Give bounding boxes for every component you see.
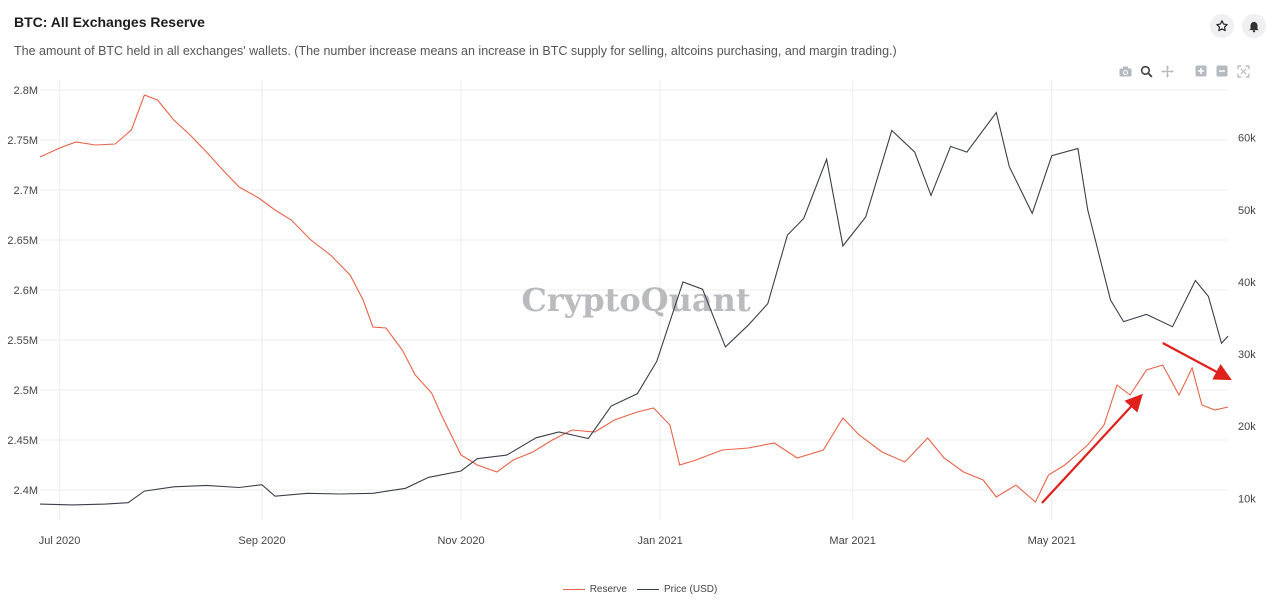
trend-arrow [1041,393,1143,504]
zoom-button[interactable] [1139,64,1153,78]
bell-icon [1249,21,1259,33]
camera-icon [1119,66,1131,76]
zoom-out-button[interactable] [1215,64,1229,78]
y-left-tick-label: 2.55M [7,335,38,347]
x-tick-label: Nov 2020 [437,535,484,547]
x-tick-label: Jan 2021 [637,535,682,547]
x-axis: Jul 2020 Sep 2020 Nov 2020 Jan 2021 Mar 2021… [39,535,1076,547]
x-tick-label: Jul 2020 [39,535,81,547]
y-right-axis: 10k 20k 30k 40k 50k 60k [1238,133,1256,506]
y-left-tick-label: 2.65M [7,235,38,247]
legend-swatch-reserve [562,589,585,590]
zoom-icon [1140,65,1153,78]
pan-icon [1161,65,1173,77]
price-series-line [39,111,1229,506]
autoscale-icon [1236,64,1250,78]
y-left-tick-label: 2.8M [14,85,38,97]
legend-label-price: Price (USD) [663,584,718,595]
top-actions [1210,14,1266,38]
trend-arrows [1041,342,1232,504]
alert-button[interactable] [1242,14,1266,38]
chart-subtitle: The amount of BTC held in all exchanges'… [14,44,897,58]
chart-modebar [1118,64,1250,78]
legend-item-reserve[interactable]: Reserve [562,584,627,595]
y-right-tick-label: 50k [1238,205,1256,217]
trend-arrow [1162,342,1232,381]
zoom-in-icon [1195,65,1207,77]
y-right-tick-label: 30k [1238,349,1256,361]
legend-swatch-price [636,589,659,590]
watermark-text: CryptoQuant [521,281,751,319]
legend-label-reserve: Reserve [589,584,627,595]
y-right-tick-label: 10k [1238,493,1256,505]
y-left-tick-label: 2.75M [7,135,38,147]
y-left-axis: 2.4M 2.45M 2.5M 2.55M 2.6M 2.65M 2.7M 2.75M 2.8M [7,85,38,497]
x-tick-label: Sep 2020 [238,535,285,547]
chart-legend: Reserve Price (USD) [0,584,1280,595]
star-icon [1216,20,1228,32]
legend-item-price[interactable]: Price (USD) [636,584,718,595]
y-left-tick-label: 2.7M [14,185,38,197]
reserve-series-line [39,94,1229,503]
zoom-out-icon [1216,65,1228,77]
chart-plot[interactable]: CryptoQuant 2.4M2.45M2.5M2.55M2.6M2.65M2… [0,0,1280,584]
chart-title: BTC: All Exchanges Reserve [14,14,205,30]
x-tick-label: Mar 2021 [829,535,875,547]
y-right-tick-label: 20k [1238,421,1256,433]
y-right-tick-label: 40k [1238,277,1256,289]
grid-lines [40,80,1228,520]
zoom-in-button[interactable] [1194,64,1208,78]
pan-button[interactable] [1160,64,1174,78]
download-png-button[interactable] [1118,64,1132,78]
x-tick-label: May 2021 [1028,535,1076,547]
y-left-tick-label: 2.6M [14,285,38,297]
y-left-tick-label: 2.45M [7,435,38,447]
autoscale-button[interactable] [1236,64,1250,78]
y-left-tick-label: 2.5M [14,385,38,397]
y-right-tick-label: 60k [1238,133,1256,145]
chart-header: BTC: All Exchanges Reserve [14,14,1266,30]
favorite-button[interactable] [1210,14,1234,38]
y-left-tick-label: 2.4M [14,485,38,497]
